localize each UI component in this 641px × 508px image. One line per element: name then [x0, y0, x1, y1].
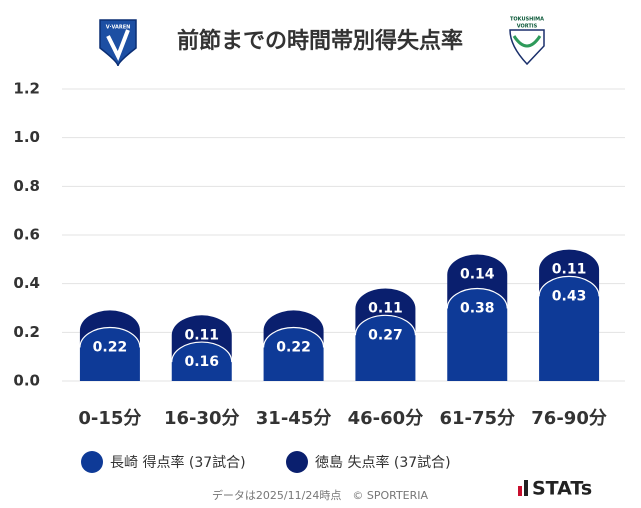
- value-label: 0.16: [184, 354, 219, 370]
- bar-segment: [539, 249, 600, 297]
- bar-segment: [171, 315, 232, 363]
- bar-segment: [447, 254, 508, 309]
- value-label: 0.27: [368, 327, 403, 343]
- y-tick-label: 0.6: [13, 226, 40, 244]
- value-label: 0.14: [460, 266, 495, 282]
- segment-divider: [262, 326, 325, 348]
- bar-segment: [79, 327, 140, 381]
- segment-divider: [79, 326, 141, 348]
- y-tick-label: 0.2: [13, 323, 40, 341]
- value-label: 0.11: [184, 327, 219, 343]
- bar-segment: [447, 288, 508, 381]
- segment-divider: [446, 287, 508, 309]
- segment-divider: [171, 341, 233, 363]
- legend-label: 長崎 得点率 (37試合): [110, 454, 246, 471]
- segment-divider: [538, 275, 600, 297]
- bar-segment: [171, 342, 232, 381]
- bar-segment: [355, 288, 416, 336]
- legend-swatch: [81, 451, 103, 473]
- logo-text: TOKUSHIMA: [510, 17, 544, 23]
- y-tick-label: 1.2: [13, 80, 40, 98]
- value-label: 0.22: [93, 339, 128, 355]
- brand-bar: [518, 486, 522, 496]
- brand-bar: [524, 480, 528, 496]
- left-logo: V·VAREN: [99, 19, 137, 67]
- value-label: 0.38: [460, 301, 495, 317]
- footer: データは2025/11/24時点 © SPORTERIA: [212, 488, 429, 502]
- bar-segment: [263, 327, 324, 381]
- right-logo: TOKUSHIMA VORTIS: [509, 17, 545, 66]
- value-label: 0.43: [552, 288, 587, 304]
- logo-mark: [106, 29, 130, 61]
- value-label: 0.22: [276, 339, 311, 355]
- bar-segment: [539, 276, 600, 381]
- y-tick-label: 1.0: [13, 128, 40, 146]
- x-tick-label: 46-60分: [348, 408, 424, 429]
- brand-logo: STATs: [518, 478, 592, 500]
- x-tick-label: 76-90分: [531, 408, 607, 429]
- logo-text: V·VAREN: [106, 25, 131, 31]
- y-tick-label: 0.0: [13, 372, 40, 390]
- legend-swatch: [286, 451, 308, 473]
- bar-segment: [355, 315, 416, 381]
- x-tick-label: 16-30分: [164, 408, 240, 429]
- x-tick-label: 31-45分: [256, 408, 332, 429]
- brand: STATs: [532, 478, 592, 500]
- y-tick-label: 0.4: [13, 274, 40, 292]
- x-tick-label: 61-75分: [439, 408, 515, 429]
- legend-label: 徳島 失点率 (37試合): [315, 454, 451, 471]
- segment-divider: [354, 314, 417, 336]
- bar-segment: [263, 310, 324, 348]
- bar-segment: [79, 310, 140, 348]
- value-label: 0.11: [368, 301, 403, 317]
- logo-text: VORTIS: [517, 24, 538, 30]
- chart-title: 前節までの時間帯別得失点率: [177, 28, 463, 54]
- value-label: 0.11: [552, 262, 587, 278]
- logo-mark: [512, 35, 542, 48]
- x-tick-label: 0-15分: [78, 408, 141, 429]
- y-tick-label: 0.8: [13, 177, 40, 195]
